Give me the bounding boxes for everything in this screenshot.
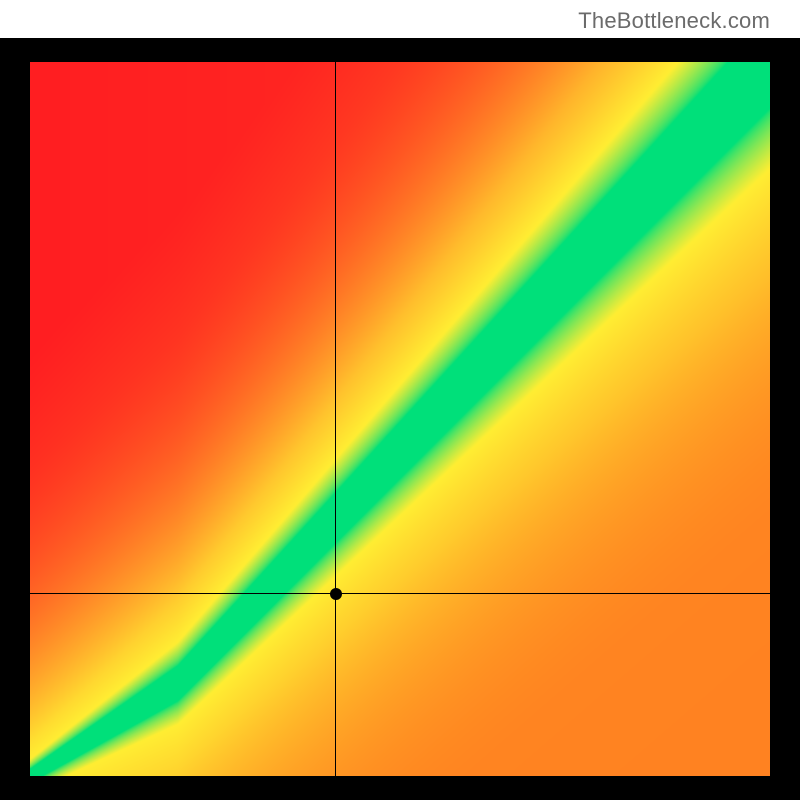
outer-black-frame bbox=[0, 38, 800, 800]
figure-container: TheBottleneck.com bbox=[0, 0, 800, 800]
crosshair-vertical-line bbox=[335, 62, 336, 776]
crosshair-marker bbox=[330, 588, 342, 600]
heatmap-plot-area bbox=[30, 62, 770, 776]
watermark-text: TheBottleneck.com bbox=[578, 8, 770, 34]
heatmap-canvas bbox=[30, 62, 770, 776]
crosshair-horizontal-line bbox=[30, 593, 770, 594]
